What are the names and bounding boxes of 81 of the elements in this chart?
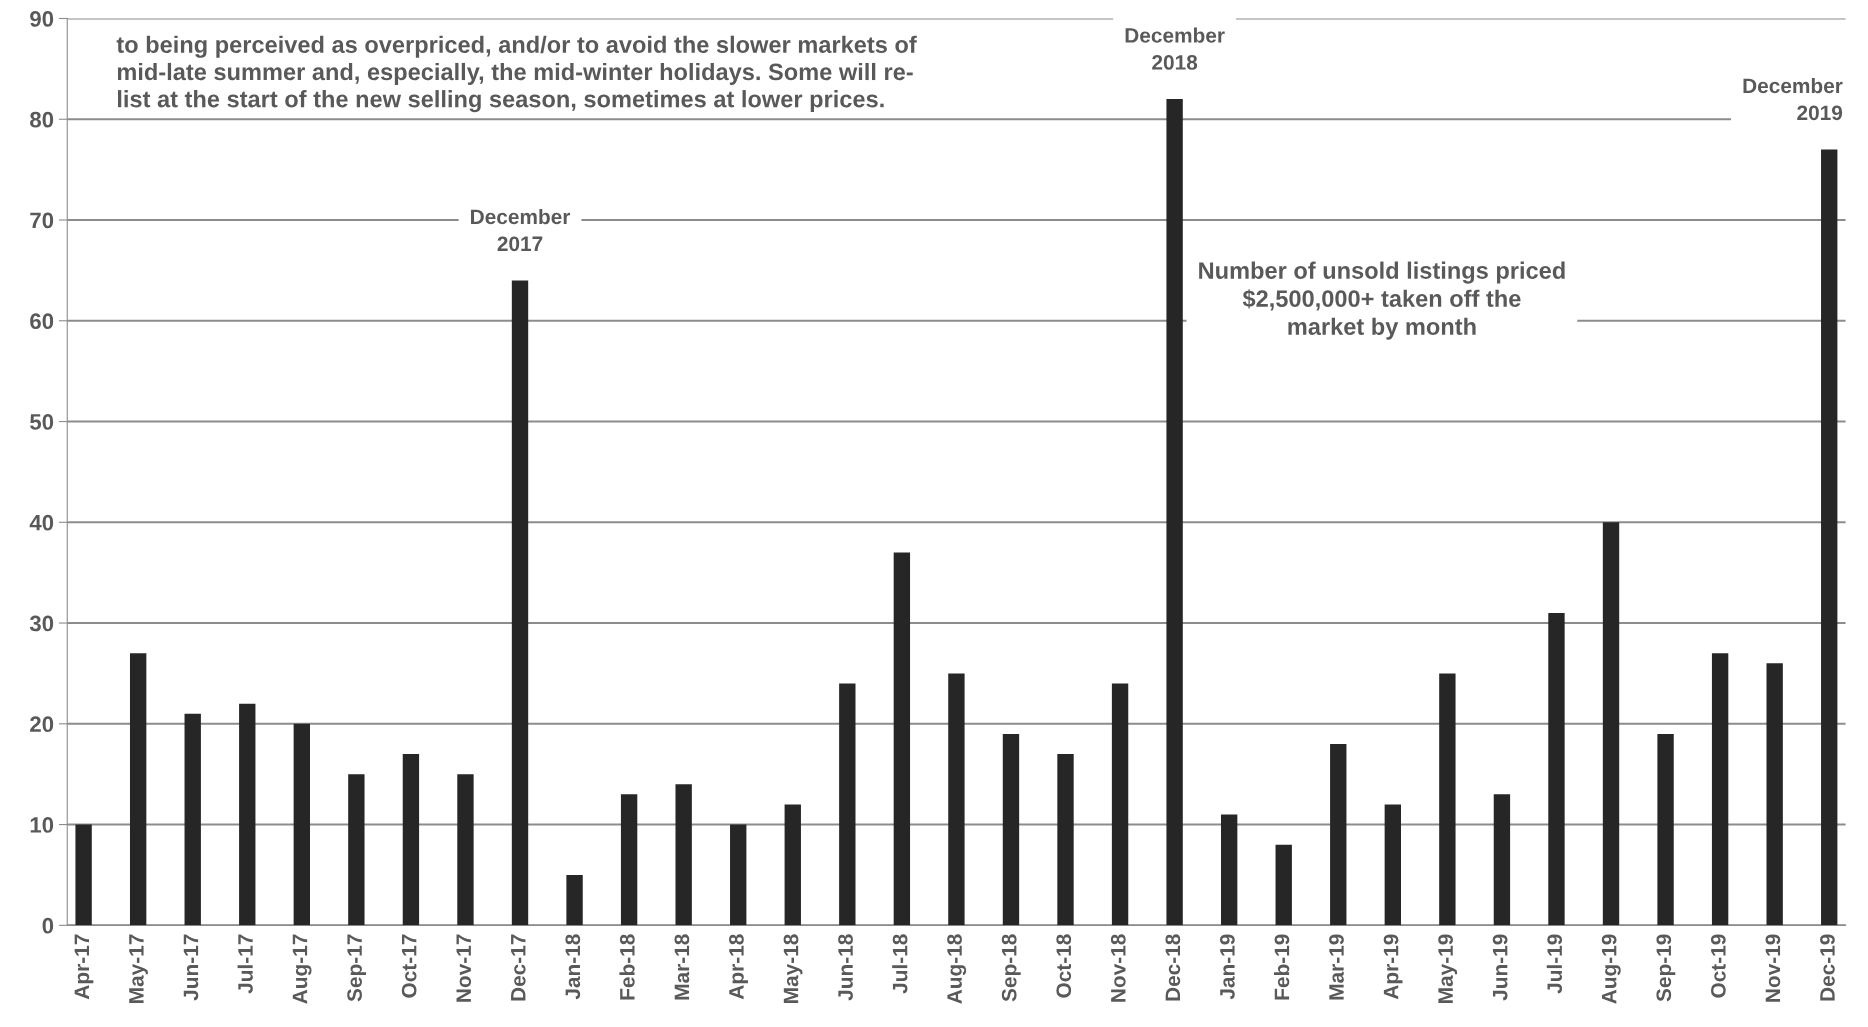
x-tick-label: Apr-19 — [1383, 934, 1403, 1000]
y-tick-label: 40 — [29, 514, 54, 531]
x-tick-label: Dec-17 — [511, 934, 526, 1001]
bar — [1602, 522, 1620, 926]
x-tick-label: Dec-18 — [1165, 934, 1181, 1001]
bar — [1821, 149, 1838, 926]
bar — [730, 824, 747, 926]
y-tick-label: 90 — [30, 11, 54, 27]
x-tick-label: Dec-19 — [1820, 934, 1835, 1001]
bar — [675, 784, 692, 926]
y-tick-label: 20 — [30, 716, 54, 733]
bar — [1766, 663, 1783, 926]
bar — [1166, 99, 1183, 926]
bar — [1275, 844, 1292, 926]
bar — [1220, 814, 1238, 926]
x-tick-label: Oct-19 — [1710, 934, 1726, 998]
x-tick-label: Oct-17 — [401, 934, 417, 998]
bar — [1711, 653, 1729, 926]
x-tick-label: Jun-18 — [838, 934, 853, 1001]
bar — [784, 804, 801, 926]
x-tick-label: Jun-17 — [183, 934, 199, 1001]
x-tick-label: Nov-18 — [1110, 934, 1126, 1002]
y-tick-label: 0 — [42, 917, 54, 934]
annotation: to being perceived as overpriced, and/or to avoid the slower markets of mid-late summer and, especially, the mid-winter holidays. Some will re- list at the start of the new selling season, sometimes at lower prices. — [116, 35, 917, 113]
x-tick-label: Apr-18 — [729, 934, 748, 1000]
x-tick-label: Sep-18 — [1001, 934, 1021, 1002]
x-tick-label: Aug-18 — [947, 934, 967, 1004]
x-tick-label: Aug-17 — [292, 934, 312, 1004]
bar — [457, 774, 474, 926]
bar — [402, 754, 420, 926]
annotation: December 2019 — [1743, 77, 1843, 121]
x-tick-label: May-18 — [783, 934, 803, 1003]
x-tick-label: May-19 — [1438, 934, 1458, 1003]
x-tick-label: Nov-19 — [1765, 934, 1781, 1002]
bar — [620, 794, 638, 926]
annotation: December 2018 — [1125, 27, 1225, 70]
x-tick-label: Oct-18 — [1056, 934, 1072, 998]
x-tick-label: Nov-17 — [456, 934, 472, 1002]
bar — [839, 683, 856, 926]
bar — [1493, 794, 1511, 926]
x-tick-label: Sep-17 — [347, 934, 367, 1002]
bar — [75, 824, 92, 926]
bar — [948, 673, 965, 926]
bar — [184, 713, 201, 926]
bar — [129, 653, 147, 926]
x-tick-label: Feb-19 — [1274, 934, 1290, 1000]
x-tick-label: Mar-19 — [1329, 934, 1344, 1000]
bar — [511, 280, 529, 926]
bar — [1111, 683, 1129, 926]
annotation: December 2017 — [471, 208, 571, 252]
bar — [348, 774, 365, 926]
x-tick-label: Jul-18 — [892, 934, 908, 994]
x-tick-label: Jun-19 — [1492, 934, 1508, 1001]
bar — [239, 703, 256, 926]
x-tick-label: Jan-19 — [1220, 934, 1235, 1000]
y-tick-label: 80 — [30, 111, 54, 128]
x-tick-label: Feb-18 — [619, 934, 635, 1000]
x-tick-label: May-17 — [129, 934, 148, 1003]
x-tick-label: Mar-18 — [674, 934, 690, 1000]
x-tick-label: Jan-18 — [565, 934, 581, 1000]
y-tick-label: 70 — [30, 212, 54, 229]
x-tick-label: Jul-17 — [237, 934, 253, 994]
text: Number of unsold listings priced $2,500,000+ taken off the market by month — [1199, 261, 1565, 340]
bar — [1548, 612, 1565, 926]
bar — [1384, 804, 1401, 926]
y-tick-label: 50 — [30, 414, 54, 430]
bar — [1057, 754, 1074, 926]
bar — [1657, 733, 1674, 926]
bar — [1330, 743, 1347, 926]
x-tick-label: Apr-17 — [74, 934, 94, 1000]
bar — [1439, 673, 1456, 926]
bar — [1002, 733, 1020, 926]
y-tick-label: 10 — [30, 817, 54, 833]
bar — [566, 874, 583, 926]
x-tick-label: Sep-19 — [1656, 934, 1676, 1002]
x-tick-label: Jul-19 — [1546, 934, 1563, 994]
y-tick-label: 60 — [30, 313, 54, 330]
x-tick-label: Aug-19 — [1601, 934, 1621, 1004]
bar — [893, 552, 911, 926]
y-tick-label: 30 — [29, 615, 54, 632]
bar — [293, 723, 310, 926]
